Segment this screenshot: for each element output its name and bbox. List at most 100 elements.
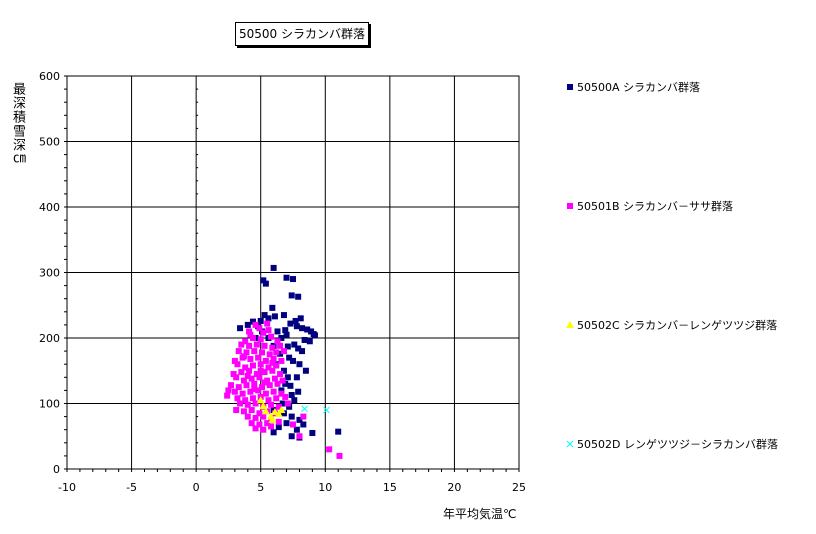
data-point [248,420,255,427]
data-point [234,395,241,402]
data-point [301,336,308,343]
data-point [296,433,303,440]
data-point [266,382,273,389]
data-point [269,367,276,374]
data-point [301,405,308,413]
legend-item: 50500A シラカンバ群落 [565,79,700,95]
data-point [295,293,302,300]
data-point [237,400,244,407]
data-point [268,423,275,430]
data-point [246,367,253,374]
data-point [273,395,280,402]
data-point [292,317,299,324]
data-point [323,406,330,414]
y-tick-label: 100 [39,398,60,411]
data-point [277,350,284,357]
data-point [286,354,293,361]
data-point [252,414,259,421]
data-point [256,374,263,381]
y-tick-label: 400 [39,201,60,214]
data-point [256,396,265,404]
data-point [279,377,286,384]
data-point [259,384,266,391]
data-point [247,331,254,338]
data-point [257,367,264,374]
data-point [262,390,269,397]
data-point [265,397,272,404]
data-point [243,382,250,389]
data-point [249,395,256,402]
data-point [293,323,300,330]
plot-grid [66,75,520,470]
data-point [277,406,286,414]
data-point [240,353,247,360]
data-point [269,344,276,351]
data-point [253,371,260,378]
data-point [259,349,266,356]
data-point [288,413,295,420]
data-point [256,421,263,428]
data-point [279,400,286,407]
data-point [240,408,247,415]
x-tick-label: -5 [126,481,137,494]
data-point [252,425,259,432]
data-point [239,390,246,397]
data-point [244,321,251,328]
data-point [295,388,302,395]
data-point [238,369,245,376]
x-axis-label: 年平均気温℃ [443,507,517,521]
data-point [233,374,240,381]
data-point [293,374,300,381]
data-point [235,384,242,391]
x-tick-label: 5 [257,481,264,494]
legend-label: 50502C シラカンバ－レンゲツツジ群落 [577,319,778,332]
data-point [295,345,302,352]
data-point [244,372,251,379]
data-point [284,343,291,350]
data-point [282,327,289,334]
data-point [252,321,259,328]
data-point [266,351,273,358]
data-point [309,429,316,436]
data-point [269,304,276,311]
data-point [277,371,284,378]
data-point [273,362,280,369]
chart-title: 50500 シラカンバ群落 [235,22,369,46]
data-point [280,348,287,355]
data-point [247,355,254,362]
data-point [280,367,287,374]
data-point [255,354,262,361]
data-point [251,348,258,355]
data-point [268,401,275,408]
y-tick-label: 0 [53,463,60,476]
legend-marker-icon [565,320,575,330]
data-point [243,349,250,356]
data-point [274,328,281,335]
data-point [280,410,287,417]
legend-marker-icon [565,439,575,449]
data-point [300,421,307,428]
data-point [260,329,267,336]
data-point [264,420,271,427]
data-point [268,415,277,423]
data-point [278,387,285,394]
plot-axes: -10 -5 0 5 10 15 20 25 0 100 200 300 400 500 600 [39,70,526,494]
data-point [286,403,293,410]
data-point [249,318,256,325]
data-point [269,359,276,366]
data-point [224,392,231,399]
data-point [257,317,264,324]
data-point [244,413,251,420]
data-point [231,357,238,364]
data-point [261,312,268,319]
x-tick-label: -10 [58,481,76,494]
data-point [242,364,249,371]
data-point [278,390,285,397]
data-point [240,377,247,384]
data-point [260,277,267,284]
data-point [231,388,238,395]
data-point [230,371,237,378]
data-point [246,342,253,349]
data-point [290,276,296,283]
